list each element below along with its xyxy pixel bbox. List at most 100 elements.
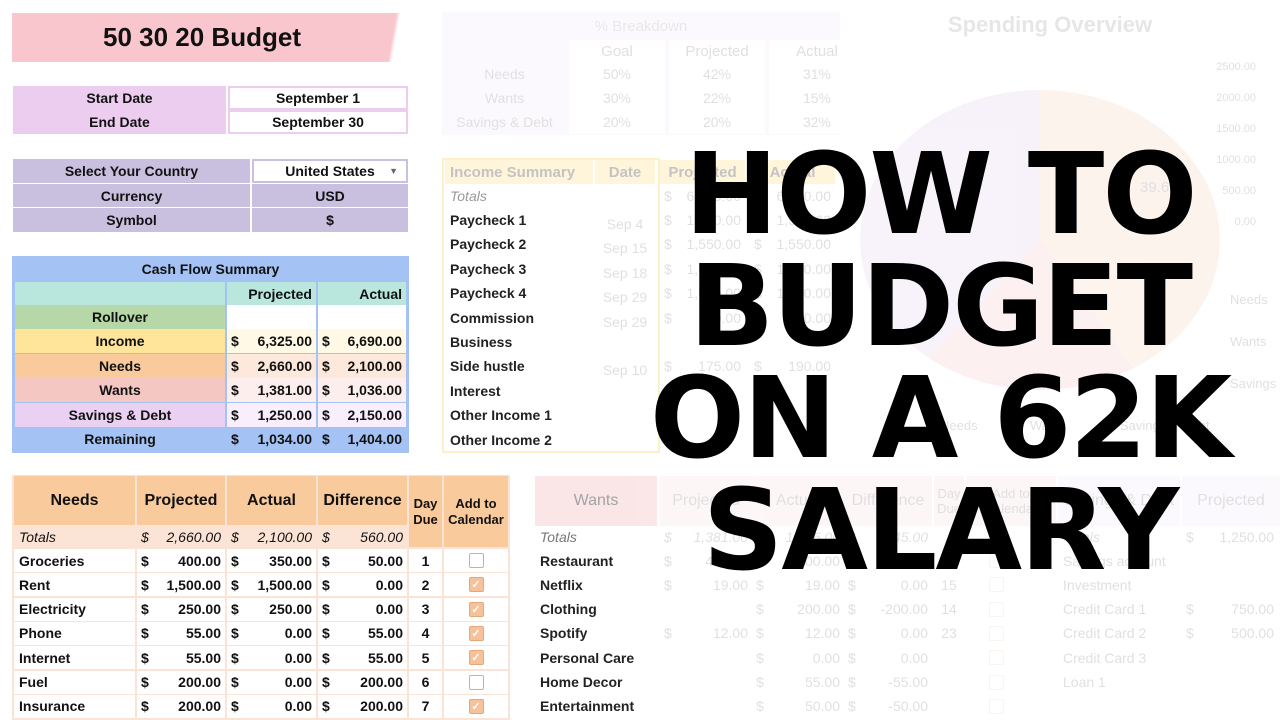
add-to-calendar-checkbox[interactable]: ✓ xyxy=(468,698,484,714)
income-row-date[interactable]: Sep 29 xyxy=(602,313,648,330)
wants-row-a[interactable]: $50.00 xyxy=(756,698,840,715)
income-row-a[interactable]: $190.00 xyxy=(754,358,831,375)
needs-row-day-due[interactable]: 3 xyxy=(409,597,442,621)
wants-row-day-due[interactable] xyxy=(934,671,964,694)
savings-row-projected[interactable]: $500.00 xyxy=(1186,625,1274,642)
needs-row-a[interactable]: $0.00 xyxy=(227,646,316,670)
needs-row-day-due[interactable]: 4 xyxy=(409,621,442,645)
needs-row-d[interactable]: $0.00 xyxy=(318,573,407,597)
income-row-a[interactable]: $650.00 xyxy=(754,309,831,326)
add-to-calendar-checkbox[interactable] xyxy=(468,674,484,690)
wants-row-d[interactable]: $0.00 xyxy=(848,552,928,569)
income-row-date[interactable]: Sep 15 xyxy=(602,240,648,257)
add-to-calendar-checkbox[interactable]: ✓ xyxy=(468,601,484,617)
wants-row-day-due[interactable]: 14 xyxy=(941,601,957,618)
add-to-calendar-checkbox[interactable] xyxy=(988,698,1004,714)
wants-row-d[interactable]: $ -200.00 xyxy=(848,601,928,618)
country-select[interactable]: United States ▼ xyxy=(252,159,408,183)
needs-row-d[interactable]: $55.00 xyxy=(318,621,407,645)
start-date-field[interactable]: September 1 xyxy=(228,86,408,110)
needs-row-p[interactable]: $55.00 xyxy=(137,621,225,645)
wants-row-a[interactable]: $200.00 xyxy=(756,601,840,618)
add-to-calendar-checkbox[interactable] xyxy=(468,553,484,568)
needs-row-p[interactable]: $400.00 xyxy=(137,549,225,572)
needs-row-p[interactable]: $200.00 xyxy=(137,694,225,718)
wants-row-day-due[interactable] xyxy=(934,695,964,718)
add-to-calendar-checkbox[interactable] xyxy=(988,577,1004,593)
income-row-a[interactable]: $1,550.00 xyxy=(754,236,831,253)
add-to-calendar-checkbox[interactable]: ✓ xyxy=(468,577,484,593)
wants-row-name: Home Decor xyxy=(540,674,623,690)
percent-breakdown-table: % Breakdown Goal Projected Actual Needs 50% 42… xyxy=(442,12,865,135)
wants-row-d[interactable]: $0.00 xyxy=(848,625,928,642)
needs-row-p[interactable]: $55.00 xyxy=(137,646,225,670)
needs-row-a[interactable]: $0.00 xyxy=(227,621,316,645)
income-row-p[interactable]: $1,550.00 xyxy=(664,212,741,228)
needs-row-day-due[interactable]: 1 xyxy=(409,549,442,572)
wants-row-a[interactable]: $19.00 xyxy=(756,576,840,593)
needs-row-d[interactable]: $55.00 xyxy=(318,646,407,670)
needs-row-a[interactable]: $0.00 xyxy=(227,694,316,718)
needs-row-day-due[interactable]: 7 xyxy=(409,694,442,718)
wants-row-d[interactable]: $0.00 xyxy=(848,576,928,593)
wants-row-day-due[interactable]: 23 xyxy=(941,625,957,642)
wants-row-a[interactable]: $12.00 xyxy=(756,625,840,642)
wants-row-day-due[interactable]: 15 xyxy=(941,576,957,593)
income-totals-label: Totals xyxy=(450,188,487,204)
needs-row-d[interactable]: $200.00 xyxy=(318,670,407,694)
income-row-p[interactable]: $1,550.00 xyxy=(664,260,741,277)
add-to-calendar-checkbox[interactable]: ✓ xyxy=(468,650,484,666)
needs-row-p[interactable]: $200.00 xyxy=(137,670,225,694)
income-row-date[interactable]: Sep 18 xyxy=(602,264,648,281)
start-date-label: Start Date xyxy=(13,86,226,110)
needs-row-a[interactable]: $250.00 xyxy=(227,597,316,621)
wants-row-d[interactable]: $0.00 xyxy=(848,649,928,666)
cash-flow-col-projected: Projected xyxy=(227,282,316,305)
needs-row-p[interactable]: $1,500.00 xyxy=(137,573,225,597)
add-to-calendar-checkbox[interactable] xyxy=(988,601,1004,617)
symbol-value: $ xyxy=(252,207,408,232)
income-row-p[interactable]: $175.00 xyxy=(664,358,741,375)
income-row-p[interactable]: $0.00 xyxy=(664,309,741,326)
add-to-calendar-checkbox[interactable] xyxy=(988,553,1004,568)
income-row-date[interactable]: Sep 29 xyxy=(602,289,648,306)
needs-row-day-due[interactable]: 2 xyxy=(409,573,442,597)
wants-row-a[interactable]: $0.00 xyxy=(756,649,840,666)
cash-flow-actual-value: 1,404.00 xyxy=(347,431,403,447)
income-row-date[interactable]: Sep 10 xyxy=(602,362,648,379)
wants-row-day-due[interactable] xyxy=(934,646,964,669)
needs-row-d[interactable]: $0.00 xyxy=(318,597,407,621)
add-to-calendar-checkbox[interactable] xyxy=(988,650,1004,666)
wants-row-d[interactable]: $ -55.00 xyxy=(848,674,928,690)
needs-row-a[interactable]: $350.00 xyxy=(227,549,316,572)
add-to-calendar-checkbox[interactable] xyxy=(988,625,1004,641)
income-header: Income Summary xyxy=(445,160,593,184)
needs-row-a[interactable]: $0.00 xyxy=(227,670,316,694)
needs-row-day-due[interactable]: 6 xyxy=(409,670,442,694)
wants-row-p[interactable]: $400.00 xyxy=(664,552,748,569)
wants-row-p[interactable]: $12.00 xyxy=(664,625,748,642)
needs-row-d[interactable]: $50.00 xyxy=(318,549,407,572)
wants-row-p[interactable]: $19.00 xyxy=(664,576,748,593)
income-row-a[interactable]: $1,200.00 xyxy=(754,260,831,277)
needs-row-a[interactable]: $1,500.00 xyxy=(227,573,316,597)
wants-row-a[interactable]: $400.00 xyxy=(756,552,840,569)
income-row-date[interactable]: Sep 4 xyxy=(606,216,644,232)
needs-row-day-due[interactable]: 5 xyxy=(409,646,442,670)
wants-row-a[interactable]: $55.00 xyxy=(756,674,840,690)
income-row-name: Paycheck 3 xyxy=(450,260,527,277)
income-row-a[interactable]: $1,550.00 xyxy=(754,212,831,228)
add-to-calendar-cell: ✓ xyxy=(444,621,508,645)
add-to-calendar-checkbox[interactable] xyxy=(988,674,1004,690)
income-row-a[interactable]: $1,550.00 xyxy=(754,285,831,302)
wants-row-d[interactable]: $ -50.00 xyxy=(848,698,928,715)
needs-row-d[interactable]: $200.00 xyxy=(318,694,407,718)
add-to-calendar-checkbox[interactable]: ✓ xyxy=(468,625,484,641)
needs-row-p[interactable]: $250.00 xyxy=(137,597,225,621)
budget-title: 50 30 20 Budget xyxy=(103,22,301,52)
add-to-calendar-cell: ✓ xyxy=(444,597,508,621)
end-date-field[interactable]: September 30 xyxy=(228,110,408,134)
income-row-p[interactable]: $1,550.00 xyxy=(664,285,741,302)
income-row-p[interactable]: $1,550.00 xyxy=(664,236,741,253)
savings-row-projected[interactable]: $750.00 xyxy=(1186,601,1274,618)
